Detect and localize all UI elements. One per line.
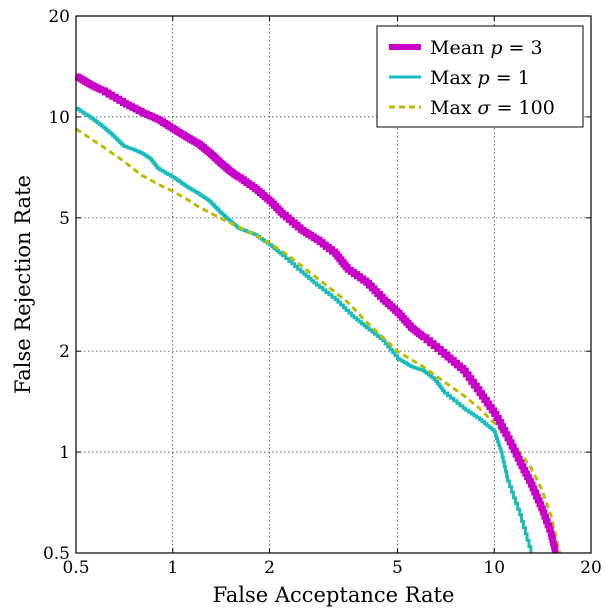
y-tick-label: 2 [59, 342, 70, 362]
series-line-2 [75, 127, 562, 554]
plot-frame [75, 15, 592, 554]
y-tick-label: 10 [48, 108, 70, 128]
legend-label: Max σ = 100 [430, 97, 555, 119]
legend-entry: Max σ = 100 [389, 97, 555, 119]
x-tick-label: 2 [264, 558, 275, 578]
series-lines [75, 73, 562, 554]
x-tick-label: 20 [580, 558, 602, 578]
x-axis-label: False Acceptance Rate [213, 583, 455, 607]
legend-entry: Mean p = 3 [389, 37, 543, 59]
y-tick-label: 20 [48, 7, 70, 27]
y-tick-label: 1 [59, 443, 70, 463]
x-tick-label: 10 [483, 558, 505, 578]
x-tick-label: 5 [392, 558, 403, 578]
legend: Mean p = 3 Max p = 1 Max σ = 100 [376, 25, 584, 128]
series-line-0 [75, 73, 559, 553]
legend-label: Mean p = 3 [430, 37, 543, 59]
series-line-1 [76, 106, 533, 553]
y-tick-label: 0.5 [43, 544, 70, 564]
x-tick-label: 0.5 [62, 558, 89, 578]
axis-ticks: 0.5 1 2 5 10 20 0.5 1 2 5 10 20 [43, 7, 602, 578]
y-axis-label: False Rejection Rate [11, 175, 35, 394]
legend-box [376, 25, 584, 128]
legend-label: Max p = 1 [430, 67, 530, 89]
y-tick-label: 5 [59, 209, 70, 229]
x-tick-label: 1 [167, 558, 178, 578]
legend-entry: Max p = 1 [389, 67, 530, 89]
